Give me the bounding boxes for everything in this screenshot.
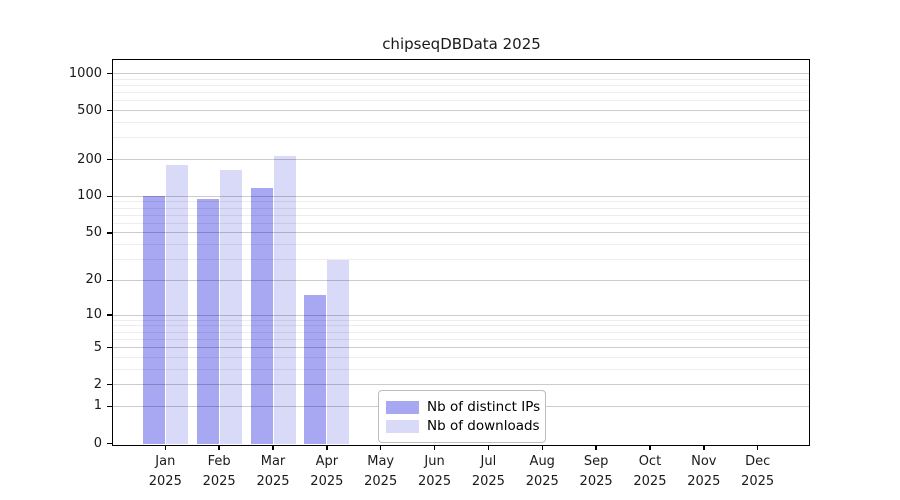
x-tick-mark: [326, 444, 328, 450]
gridline-minor: [113, 122, 810, 124]
gridline-minor: [113, 368, 810, 370]
legend-label-distinct-ips: Nb of distinct IPs: [427, 399, 541, 415]
x-tick-mark: [595, 444, 597, 450]
x-tick-mark: [272, 444, 274, 450]
gridline-minor: [113, 100, 810, 102]
gridline-minor: [113, 201, 810, 203]
x-tick-mark: [379, 444, 382, 450]
gridline-minor: [113, 207, 810, 209]
gridline-major: [113, 195, 810, 197]
y-tick-label: 1000: [68, 65, 102, 81]
y-tick-mark: [106, 232, 113, 234]
y-tick-mark: [106, 314, 113, 316]
legend-label-downloads: Nb of downloads: [427, 418, 540, 434]
gridline-minor: [113, 137, 810, 139]
x-tick-mark: [433, 444, 436, 450]
y-tick-label: 20: [85, 272, 102, 288]
gridline-minor: [113, 325, 810, 327]
y-tick-label: 500: [77, 102, 102, 118]
x-tick-mark: [487, 444, 490, 450]
gridline-major: [113, 347, 810, 349]
legend: Nb of distinct IPs Nb of downloads: [378, 390, 546, 443]
gridline-minor: [113, 222, 810, 224]
x-tick-label: Aug 2025: [525, 454, 559, 489]
y-tick-mark: [106, 195, 113, 198]
gridline-major: [113, 384, 810, 386]
gridline-major: [113, 232, 810, 234]
x-tick-mark: [541, 444, 543, 450]
y-tick-label: 50: [85, 224, 102, 240]
gridline-major: [113, 279, 810, 281]
gridline-minor: [113, 338, 810, 340]
x-tick-label: Jun 2025: [418, 454, 452, 489]
x-tick-label: Oct 2025: [633, 454, 667, 489]
legend-item-distinct-ips: Nb of distinct IPs: [386, 398, 541, 416]
gridline-minor: [113, 78, 810, 80]
bar-distinct-ips: [250, 187, 273, 444]
bar-downloads: [165, 165, 188, 444]
y-tick-mark: [106, 405, 113, 408]
x-tick-label: Jul 2025: [471, 454, 505, 489]
x-tick-label: Mar 2025: [256, 454, 290, 489]
y-tick-mark: [106, 109, 113, 112]
gridline-minor: [113, 214, 810, 216]
x-tick-label: Dec 2025: [741, 454, 775, 489]
y-tick-label: 200: [77, 151, 102, 167]
y-tick-mark: [106, 442, 113, 445]
y-tick-label: 100: [77, 188, 102, 204]
gridline-major: [113, 73, 810, 75]
gridline-minor: [113, 356, 810, 358]
x-tick-mark: [164, 444, 167, 450]
y-tick-label: 2: [93, 376, 102, 392]
bar-distinct-ips: [304, 295, 327, 444]
y-tick-mark: [106, 279, 113, 282]
bar-downloads: [219, 169, 242, 444]
gridline-major: [113, 159, 810, 161]
chart-title: chipseqDBData 2025: [382, 35, 541, 53]
x-tick-label: Sep 2025: [579, 454, 613, 489]
x-tick-mark: [649, 444, 651, 450]
y-tick-label: 0: [93, 435, 102, 451]
y-tick-label: 1: [93, 398, 102, 414]
bar-downloads: [273, 156, 296, 444]
y-tick-mark: [106, 346, 113, 349]
legend-item-downloads: Nb of downloads: [386, 417, 540, 435]
bar-downloads: [327, 259, 350, 444]
bar-distinct-ips: [142, 196, 165, 444]
x-tick-label: Nov 2025: [687, 454, 721, 489]
x-tick-mark: [218, 444, 220, 450]
y-tick-mark: [106, 158, 113, 161]
gridline-minor: [113, 92, 810, 94]
y-tick-mark: [106, 383, 113, 386]
legend-swatch-distinct-ips: [386, 400, 419, 414]
x-tick-label: Jan 2025: [148, 454, 182, 489]
gridline-minor: [113, 244, 810, 246]
y-tick-label: 5: [93, 339, 102, 355]
gridline-major: [113, 110, 810, 112]
x-tick-mark: [703, 444, 705, 450]
legend-swatch-downloads: [386, 419, 419, 433]
y-tick-mark: [106, 72, 113, 75]
gridline-minor: [113, 259, 810, 261]
gridline-minor: [113, 319, 810, 321]
gridline-major: [113, 314, 810, 316]
gridline-minor: [113, 331, 810, 333]
x-tick-label: Apr 2025: [310, 454, 344, 489]
x-tick-mark: [756, 444, 759, 450]
gridline-minor: [113, 84, 810, 86]
bar-distinct-ips: [196, 199, 219, 444]
y-tick-label: 10: [85, 307, 102, 323]
x-tick-label: Feb 2025: [202, 454, 236, 489]
x-tick-label: May 2025: [364, 454, 398, 489]
